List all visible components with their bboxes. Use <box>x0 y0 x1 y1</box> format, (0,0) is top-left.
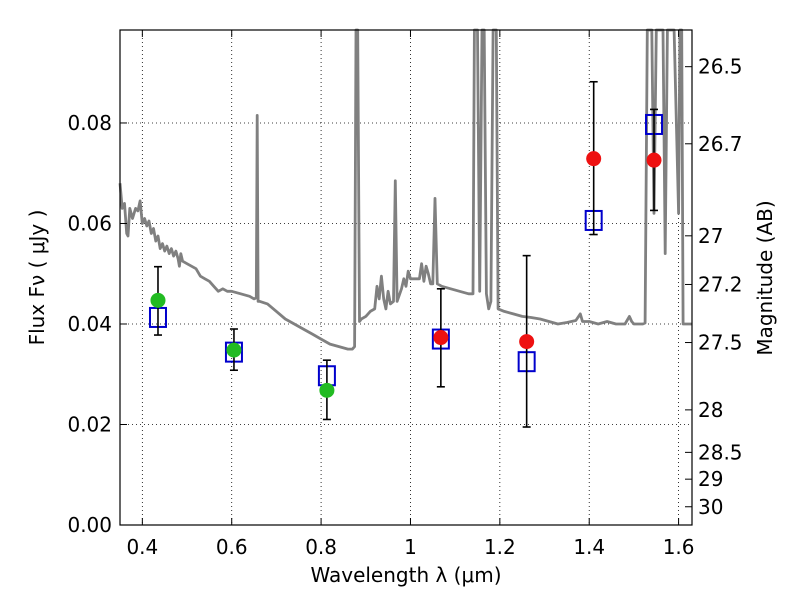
x-axis-label: Wavelength λ (μm) <box>310 563 501 587</box>
y2-tick-label: 28 <box>698 398 723 422</box>
y-tick-label: 0.00 <box>67 513 112 537</box>
y2-tick-label: 26.5 <box>698 55 743 79</box>
y2-tick-label: 27 <box>698 224 723 248</box>
y2-tick-label: 27.2 <box>698 272 743 296</box>
red-data-point <box>519 334 535 350</box>
x-tick-label: 0.8 <box>305 535 337 559</box>
y-tick-label: 0.02 <box>67 412 112 436</box>
green-data-point <box>150 292 166 308</box>
y2-tick-label: 26.7 <box>698 132 743 156</box>
y-tick-label: 0.04 <box>67 312 112 336</box>
x-tick-label: 1 <box>404 535 417 559</box>
y-axis-label: Flux Fν ( μJy ) <box>25 210 49 346</box>
axis-ticks: 0.4 0.6 0.8 1 1.2 1.4 1.6 0.00 0.02 0.04 0.06 0.08 2… <box>67 30 743 559</box>
plot-frame <box>119 29 693 526</box>
red-data-point <box>646 152 662 168</box>
x-tick-label: 1.6 <box>663 535 695 559</box>
x-tick-label: 1.4 <box>573 535 605 559</box>
y-tick-label: 0.08 <box>67 111 112 135</box>
y2-tick-label: 30 <box>698 495 723 519</box>
model-spectrum-line <box>118 28 692 351</box>
model-spectrum <box>118 28 692 351</box>
red-data-point <box>433 330 449 346</box>
x-tick-label: 0.6 <box>216 535 248 559</box>
x-tick-label: 0.4 <box>126 535 158 559</box>
x-tick-label: 1.2 <box>484 535 516 559</box>
grid <box>120 30 692 525</box>
y2-tick-label: 27.5 <box>698 331 743 355</box>
red-data-point <box>586 151 602 167</box>
y-tick-label: 0.06 <box>67 211 112 235</box>
y2-axis-label: Magnitude (AB) <box>753 200 777 355</box>
y2-tick-label: 28.5 <box>698 440 743 464</box>
green-data-point <box>226 342 242 358</box>
green-data-point <box>319 382 335 398</box>
y2-tick-label: 29 <box>698 467 723 491</box>
photometry-points <box>148 80 664 428</box>
